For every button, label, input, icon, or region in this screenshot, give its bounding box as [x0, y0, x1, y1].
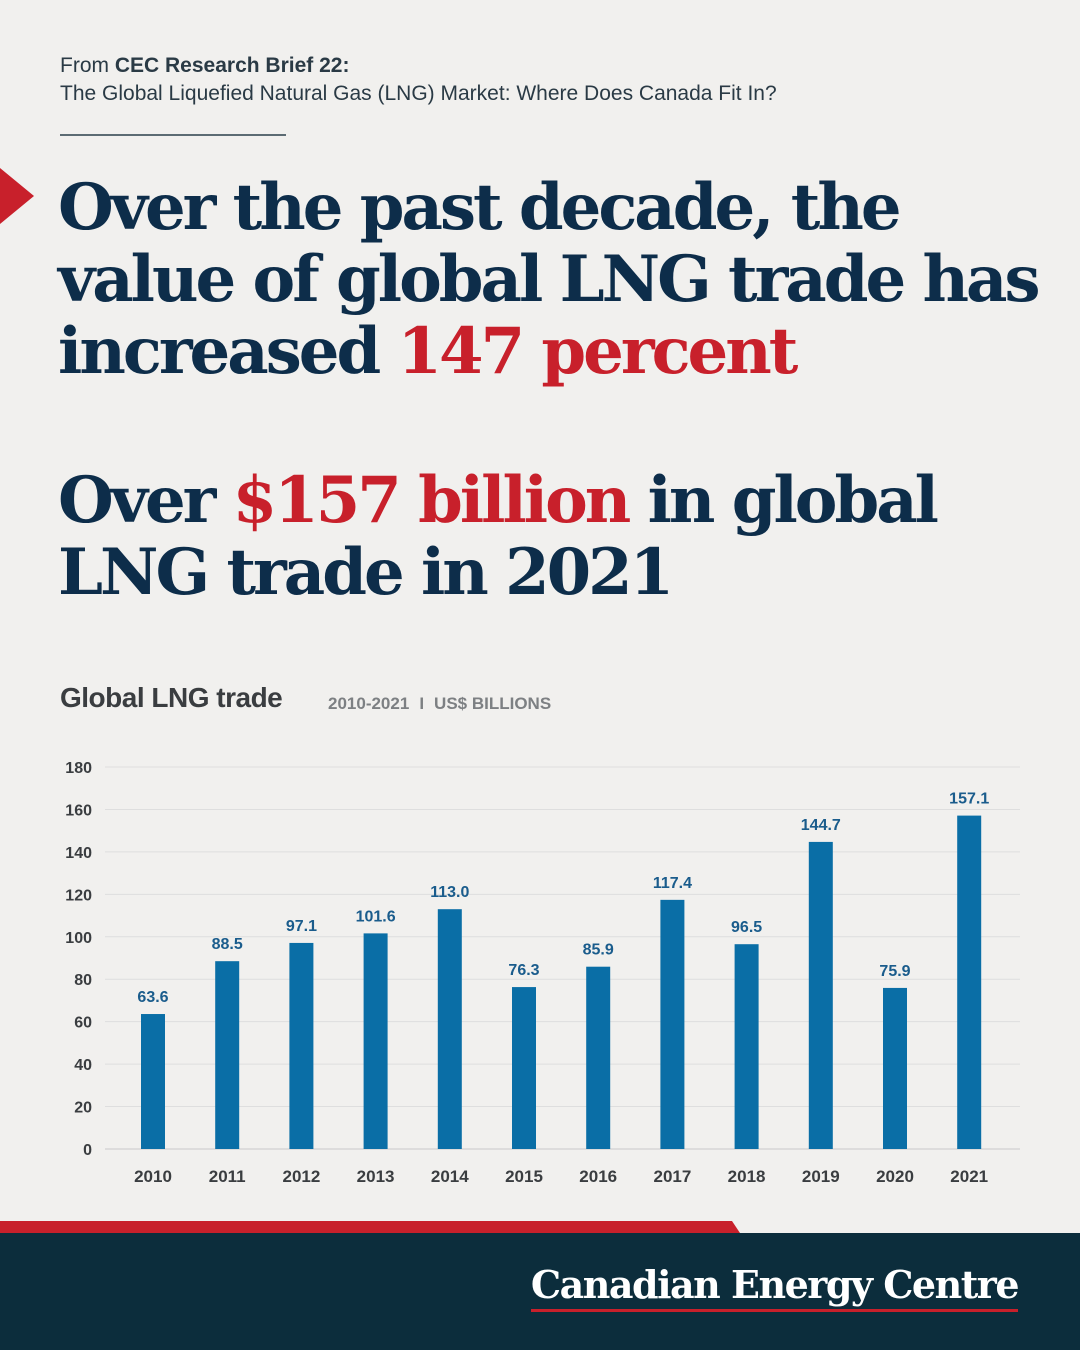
bar [586, 966, 611, 1149]
y-tick-label: 0 [83, 1142, 92, 1159]
data-label: 97.1 [286, 918, 317, 935]
footer-band [0, 1233, 1080, 1350]
data-label: 101.6 [356, 908, 396, 925]
headline-value-prefix: Over [58, 463, 216, 538]
headline-value: Over $157 billion in global LNG trade in… [58, 465, 1048, 609]
data-label: 76.3 [508, 962, 539, 979]
chart-subtitle: 2010-2021 I US$ BILLIONS [328, 694, 551, 714]
x-tick-label: 2010 [134, 1167, 172, 1186]
x-tick-label: 2017 [653, 1167, 691, 1186]
bar [883, 987, 907, 1149]
footer-accent-stripe [0, 1221, 740, 1233]
chart-title: Global LNG trade [60, 682, 283, 713]
bar [141, 1014, 165, 1149]
data-label: 113.0 [430, 884, 469, 901]
headline-growth-text: Over the past decade, the value of globa… [58, 170, 1041, 389]
x-tick-label: 2011 [209, 1167, 246, 1186]
source-citation: From CEC Research Brief 22: The Global L… [60, 52, 777, 108]
bar [957, 815, 982, 1149]
x-tick-label: 2013 [357, 1167, 395, 1186]
x-tick-label: 2021 [950, 1167, 988, 1186]
data-label: 96.5 [731, 919, 762, 936]
y-tick-label: 100 [65, 930, 92, 947]
bar [215, 961, 240, 1149]
y-tick-label: 160 [65, 802, 92, 819]
chart-subtitle-separator: I [419, 694, 425, 713]
data-label: 144.7 [801, 817, 841, 834]
y-tick-label: 20 [74, 1100, 92, 1117]
source-prefix: From [60, 54, 109, 77]
data-label: 88.5 [212, 936, 243, 953]
x-tick-label: 2014 [431, 1167, 469, 1186]
bar-chart: 0 20 40 60 80 100 120 140 160 180 63.6 2010 88.5 2011… [65, 760, 1020, 1186]
data-label: 63.6 [137, 989, 168, 1006]
data-label: 85.9 [583, 942, 614, 959]
y-tick-label: 60 [74, 1015, 92, 1032]
data-label: 157.1 [949, 791, 989, 808]
chart-subtitle-years: 2010-2021 [328, 694, 410, 713]
source-title: The Global Liquefied Natural Gas (LNG) M… [60, 82, 777, 105]
bar [289, 942, 314, 1149]
bar [437, 909, 462, 1149]
chart-subtitle-units: US$ BILLIONS [434, 694, 552, 713]
y-tick-label: 40 [74, 1057, 92, 1074]
bar [660, 899, 685, 1149]
headline-growth-highlight: 147 percent [397, 314, 799, 389]
source-brief: CEC Research Brief 22: [114, 54, 350, 77]
headline-value-suffix: in global LNG trade in 2021 [58, 463, 939, 610]
x-tick-label: 2020 [876, 1167, 914, 1186]
y-tick-label: 120 [65, 887, 92, 904]
data-label: 75.9 [879, 963, 910, 980]
divider [60, 134, 286, 136]
headline-growth: Over the past decade, the value of globa… [58, 172, 1048, 388]
bar [734, 944, 759, 1149]
bar [363, 933, 388, 1149]
x-tick-label: 2018 [728, 1167, 766, 1186]
x-tick-label: 2019 [802, 1167, 840, 1186]
bar [512, 987, 536, 1149]
headline-value-highlight: $157 billion [232, 463, 632, 538]
red-arrow-marker [0, 168, 34, 224]
y-tick-label: 140 [65, 845, 92, 862]
bar [808, 841, 833, 1149]
brand-logo: Canadian Energy Centre [530, 1262, 1020, 1312]
x-tick-label: 2015 [505, 1167, 543, 1186]
x-tick-label: 2016 [579, 1167, 617, 1186]
x-tick-label: 2012 [282, 1167, 320, 1186]
data-label: 117.4 [653, 875, 692, 892]
y-tick-label: 80 [74, 972, 92, 989]
y-tick-label: 180 [65, 760, 92, 777]
